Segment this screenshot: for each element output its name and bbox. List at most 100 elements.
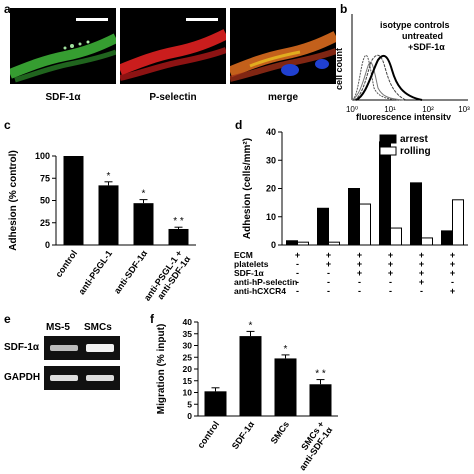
legend-label-arrest: arrest xyxy=(400,134,428,145)
y-tick-label: 10 xyxy=(183,388,193,398)
condition-value: - xyxy=(327,268,330,278)
flow-xtick: 10³ xyxy=(458,105,470,114)
gel-band xyxy=(86,344,114,352)
y-tick-label: 25 xyxy=(40,218,50,228)
panel-label-d: d xyxy=(235,118,243,132)
condition-value: - xyxy=(296,286,299,296)
bar-arrest xyxy=(317,207,329,246)
y-tick-label: 20 xyxy=(266,184,276,194)
y-axis-label: Migration (% input) xyxy=(156,324,167,415)
isotype-curve-1 xyxy=(351,55,401,101)
bar-rolling xyxy=(390,227,402,246)
condition-value: + xyxy=(388,259,393,269)
condition-value: - xyxy=(358,277,361,287)
scale-bar xyxy=(76,18,108,21)
y-tick-label: 0 xyxy=(271,240,276,250)
untreated-curve xyxy=(353,54,407,101)
chart-adhesion-percent: 0 25 50 75 100 Adhesion (% control) control * an… xyxy=(8,150,196,303)
condition-value: - xyxy=(296,277,299,287)
condition-value: - xyxy=(389,286,392,296)
x-tick-label: SMCs xyxy=(269,419,292,445)
condition-value: + xyxy=(450,250,455,260)
y-tick-label: 30 xyxy=(266,155,276,165)
flow-legend: isotype controls untreated +SDF-1α xyxy=(380,20,450,52)
x-tick-label: control xyxy=(195,419,221,450)
condition-value: - xyxy=(296,268,299,278)
condition-value: - xyxy=(389,277,392,287)
gel-col-ms5: MS-5 xyxy=(46,322,70,333)
micrograph-p-selectin-image xyxy=(117,8,229,84)
y-tick-label: 50 xyxy=(40,196,50,206)
x-tick-label: control xyxy=(53,248,79,279)
legend-swatch-rolling xyxy=(379,146,397,156)
condition-value: + xyxy=(326,259,331,269)
condition-value: + xyxy=(326,250,331,260)
condition-value: + xyxy=(450,259,455,269)
bar-arrest xyxy=(286,240,298,246)
bar-arrest xyxy=(410,182,422,246)
bar xyxy=(204,391,227,416)
condition-value: - xyxy=(451,277,454,287)
bar-arrest xyxy=(348,188,360,246)
y-tick-label: 75 xyxy=(40,173,50,183)
x-tick-label: SDF-1α xyxy=(230,419,257,451)
condition-value: - xyxy=(420,286,423,296)
gel-band-sdf1a xyxy=(44,336,120,360)
condition-value: + xyxy=(419,250,424,260)
y-tick-label: 20 xyxy=(183,364,193,374)
panel-label-b: b xyxy=(340,2,348,16)
significance-marker: * * xyxy=(173,216,184,227)
bar-rolling xyxy=(421,237,433,246)
gel-band-gapdh xyxy=(44,366,120,390)
x-tick-label: anti-PSGL-1 xyxy=(76,248,114,296)
condition-value: - xyxy=(358,286,361,296)
y-tick-label: 40 xyxy=(266,127,276,137)
flow-legend-untreated: untreated xyxy=(402,31,443,41)
flow-xtick: 10⁰ xyxy=(346,105,358,114)
bar-rolling xyxy=(452,199,464,246)
significance-marker: * xyxy=(284,344,288,355)
gel-band xyxy=(86,375,114,381)
condition-value: + xyxy=(450,286,455,296)
bar xyxy=(168,228,189,245)
y-tick-label: 15 xyxy=(183,376,193,386)
panel-label-f: f xyxy=(150,312,154,326)
gel-band xyxy=(50,345,78,351)
chart-adhesion-cells: 0 10 20 30 40 Adhesion (cells/mm²) arrestrolli… xyxy=(234,127,468,296)
y-tick-label: 0 xyxy=(187,411,192,421)
flow-xtick: 10¹ xyxy=(384,105,396,114)
condition-value: + xyxy=(357,268,362,278)
flow-x-ticks: 10⁰ 10¹ 10² 10³ xyxy=(346,105,470,114)
flow-xtick: 10² xyxy=(422,105,434,114)
bar-rolling xyxy=(359,203,371,246)
gel-row-sdf1a: SDF-1α xyxy=(4,342,40,353)
y-tick-label: 0 xyxy=(45,240,50,250)
bar xyxy=(239,336,262,416)
significance-marker: * xyxy=(142,189,146,200)
bar-rolling xyxy=(328,241,340,246)
bar-rolling xyxy=(297,241,309,246)
condition-value: - xyxy=(327,277,330,287)
condition-value: + xyxy=(388,268,393,278)
y-axis-label: Adhesion (% control) xyxy=(8,150,19,251)
y-tick-label: 10 xyxy=(266,212,276,222)
condition-value: - xyxy=(327,286,330,296)
flow-xlabel: fluorescence intensity xyxy=(356,112,451,120)
x-tick-label: SMCs +anti-SDF-1α xyxy=(289,419,335,472)
micrograph-sdf1a xyxy=(8,8,119,84)
x-tick-label-line: SMCs xyxy=(269,419,292,445)
x-tick-label-line: control xyxy=(195,419,221,450)
condition-value: - xyxy=(296,259,299,269)
flow-histogram: cell count isotype controls untreated +S… xyxy=(334,14,470,120)
condition-label: ECM xyxy=(234,250,253,260)
micrograph-merge xyxy=(227,8,339,84)
x-tick-label-line: control xyxy=(53,248,79,279)
condition-label: platelets xyxy=(234,259,269,269)
sdf1a-curve xyxy=(355,54,423,101)
caption-sdf1a: SDF-1α xyxy=(45,92,81,103)
scale-bar xyxy=(186,18,218,21)
y-tick-label: 35 xyxy=(183,329,193,339)
x-tick-label: anti-SDF-1α xyxy=(112,248,149,296)
condition-value: + xyxy=(450,268,455,278)
